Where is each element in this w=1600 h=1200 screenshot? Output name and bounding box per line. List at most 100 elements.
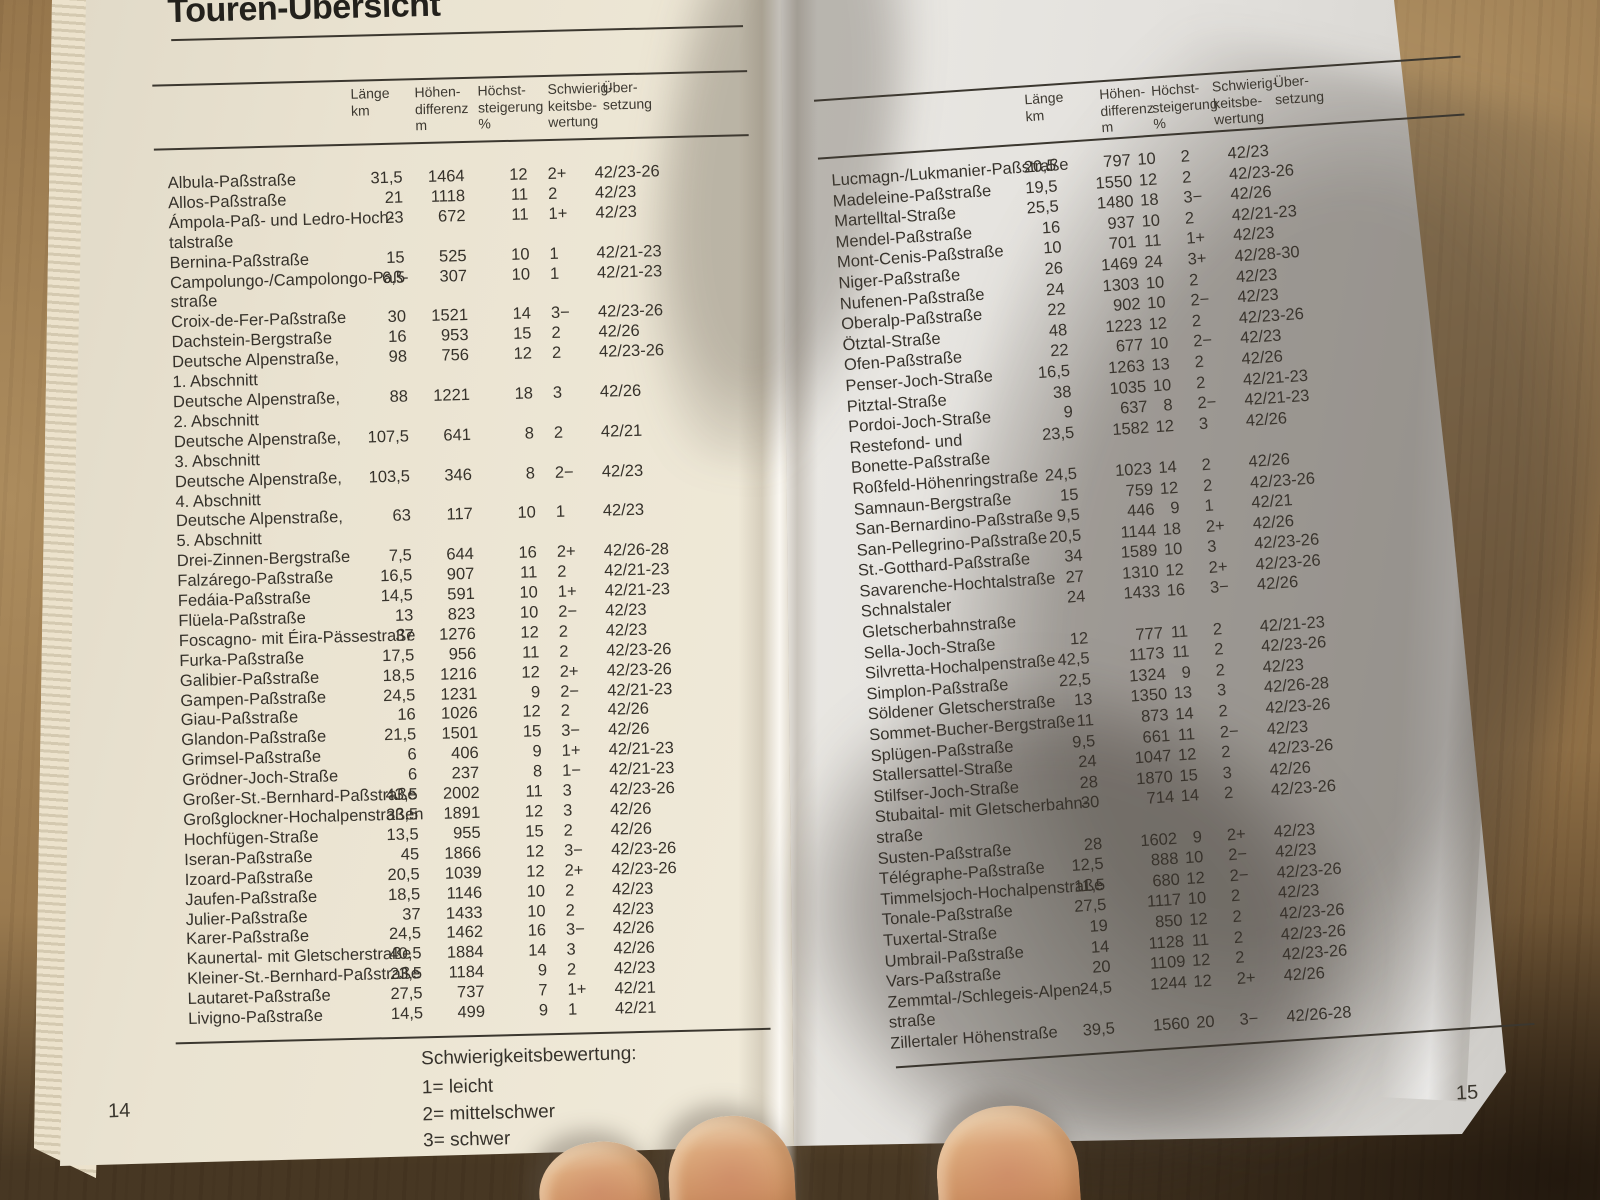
cell-hoehendifferenz-m: 1118 bbox=[430, 186, 466, 206]
cell-hoechststeigerung-pct: 11 bbox=[525, 782, 543, 801]
cell-hoehendifferenz-m: 591 bbox=[447, 584, 476, 604]
cell-hoehendifferenz-m: 237 bbox=[451, 764, 480, 783]
cell-hoechststeigerung-pct: 15 bbox=[512, 324, 532, 344]
page-right-content: Länge km Höhen- differenz m Höchst- stei… bbox=[808, 0, 1536, 1069]
page-left-content: Touren-Übersicht Länge km Höhen- differe… bbox=[95, 0, 788, 1163]
cell-hoehendifferenz-m: 1221 bbox=[433, 385, 471, 405]
cell-hoechststeigerung-pct: 12 bbox=[520, 623, 539, 642]
cell-hoehendifferenz-m: 117 bbox=[446, 505, 474, 524]
cell-hoechststeigerung-pct: 10 bbox=[510, 245, 530, 264]
cell-hoehendifferenz-m: 644 bbox=[446, 545, 475, 564]
cell-hoehendifferenz-m: 1216 bbox=[439, 664, 477, 684]
cell-hoechststeigerung-pct: 9 bbox=[538, 1001, 549, 1020]
cell-hoechststeigerung-pct: 10 bbox=[519, 583, 539, 602]
cell-hoehendifferenz-m: 953 bbox=[440, 326, 469, 345]
cell-hoehendifferenz-m: 823 bbox=[447, 604, 476, 624]
page-number-right: 15 bbox=[1455, 1081, 1479, 1105]
cell-hoechststeigerung-pct: 8 bbox=[532, 762, 543, 781]
book-spine bbox=[738, 0, 818, 1200]
cell-hoehendifferenz-m: 1039 bbox=[444, 863, 482, 883]
cell-uebersetzung: 42/26 bbox=[599, 381, 642, 401]
cell-hoechststeigerung-pct: 10 bbox=[526, 881, 546, 901]
cell-hoehendifferenz-m: 956 bbox=[448, 644, 477, 664]
cell-hoechststeigerung-pct: 16 bbox=[518, 543, 538, 563]
cell-hoehendifferenz-m: 1026 bbox=[440, 704, 478, 724]
cell-hoechststeigerung-pct: 7 bbox=[538, 981, 548, 1000]
cell-hoehendifferenz-m: 2002 bbox=[442, 783, 480, 803]
cell-hoechststeigerung-pct: 12 bbox=[1155, 416, 1175, 436]
tour-table-left: Albula-Paßstraße 31,5 1464 12 2+ 42/23-26 Allo… bbox=[167, 160, 778, 1030]
cell-hoehendifferenz-m: 1884 bbox=[446, 943, 484, 963]
cell-hoehendifferenz-m: 1462 bbox=[446, 923, 484, 943]
tour-table-right: Lucmagn-/Lukmanier-Paßstraße 20,5 797 10 2 42… bbox=[831, 127, 1530, 1054]
cell-hoechststeigerung-pct: 12 bbox=[509, 165, 528, 184]
header-hoehendifferenz: Höhen- differenz m bbox=[1098, 83, 1155, 136]
cell-uebersetzung: 42/23 bbox=[601, 461, 644, 481]
cell-hoehendifferenz-m: 1276 bbox=[438, 624, 477, 644]
cell-hoechststeigerung-pct: 10 bbox=[517, 503, 537, 523]
cell-hoehendifferenz-m: 525 bbox=[438, 246, 467, 266]
cell-hoechststeigerung-pct: 10 bbox=[527, 901, 546, 921]
cell-uebersetzung: 42/23 bbox=[595, 202, 638, 222]
cell-uebersetzung: 42/21-23 bbox=[596, 261, 663, 282]
cell-hoehendifferenz-m: 307 bbox=[439, 266, 468, 286]
cell-hoechststeigerung-pct: 12 bbox=[525, 842, 545, 861]
cell-uebersetzung: 42/21 bbox=[614, 998, 657, 1018]
cell-hoehendifferenz-m: 1184 bbox=[448, 963, 485, 982]
cell-hoechststeigerung-pct: 11 bbox=[519, 563, 538, 582]
cell-hoechststeigerung-pct: 9 bbox=[530, 682, 541, 702]
header-schwierigkeit: Schwierig- keitsbe- wertung bbox=[1211, 74, 1278, 128]
cell-hoechststeigerung-pct: 14 bbox=[527, 941, 547, 961]
header-uebersetzung: Über- setzung bbox=[1273, 72, 1325, 107]
cell-hoechststeigerung-pct: 11 bbox=[511, 205, 529, 224]
cell-hoehendifferenz-m: 641 bbox=[443, 425, 472, 445]
page-number-left: 14 bbox=[107, 1099, 131, 1123]
cell-hoehendifferenz-m: 1866 bbox=[444, 843, 482, 863]
cell-hoechststeigerung-pct: 20 bbox=[1195, 1012, 1216, 1032]
cell-hoehendifferenz-m: 346 bbox=[444, 465, 473, 485]
cell-hoechststeigerung-pct: 15 bbox=[525, 822, 544, 841]
cell-hoechststeigerung-pct: 8 bbox=[525, 463, 536, 483]
cell-hoehendifferenz-m: 672 bbox=[437, 206, 466, 226]
cell-hoechststeigerung-pct: 12 bbox=[524, 802, 544, 821]
cell-hoehendifferenz-m: 1501 bbox=[441, 724, 479, 744]
header-laenge: Länge km bbox=[350, 84, 390, 119]
cell-hoehendifferenz-m: 737 bbox=[456, 982, 485, 1002]
cell-hoechststeigerung-pct: 16 bbox=[527, 921, 547, 941]
cell-hoehendifferenz-m: 756 bbox=[441, 346, 470, 365]
header-laenge: Länge km bbox=[1023, 88, 1064, 124]
cell-hoechststeigerung-pct: 9 bbox=[532, 742, 542, 761]
cell-hoechststeigerung-pct: 12 bbox=[1192, 971, 1213, 991]
cell-hoechststeigerung-pct: 15 bbox=[522, 722, 542, 742]
cell-hoehendifferenz-m: 1433 bbox=[445, 903, 483, 923]
cell-hoehendifferenz-m: 1146 bbox=[446, 883, 483, 903]
cell-uebersetzung: 42/21 bbox=[600, 421, 643, 441]
cell-hoehendifferenz-m: 1891 bbox=[443, 803, 481, 823]
cell-hoechststeigerung-pct: 14 bbox=[1180, 786, 1200, 806]
header-hoechststeigerung: Höchst- steigerung % bbox=[1150, 79, 1219, 132]
cell-hoehendifferenz-m: 1464 bbox=[427, 167, 465, 186]
cell-hoehendifferenz-m: 955 bbox=[452, 823, 481, 843]
cell-hoechststeigerung-pct: 11 bbox=[521, 643, 540, 662]
cell-hoehendifferenz-m: 1521 bbox=[431, 306, 469, 326]
cell-hoechststeigerung-pct: 12 bbox=[526, 861, 545, 881]
header-uebersetzung: Über- setzung bbox=[602, 78, 653, 113]
cell-hoechststeigerung-pct: 18 bbox=[514, 384, 534, 403]
cell-hoechststeigerung-pct: 12 bbox=[522, 702, 541, 722]
cell-hoechststeigerung-pct: 10 bbox=[519, 603, 539, 622]
cell-hoechststeigerung-pct: 9 bbox=[537, 961, 548, 980]
cell-hoehendifferenz-m: 907 bbox=[446, 565, 475, 584]
header-hoehendifferenz: Höhen- differenz m bbox=[414, 83, 469, 134]
cell-hoehendifferenz-m: 1231 bbox=[440, 684, 478, 704]
cell-hoechststeigerung-pct: 12 bbox=[521, 662, 540, 682]
cell-hoechststeigerung-pct: 16 bbox=[1166, 581, 1186, 601]
cell-uebersetzung: 42/23-26 bbox=[598, 341, 665, 361]
cell-hoechststeigerung-pct: 8 bbox=[524, 424, 535, 443]
cell-hoechststeigerung-pct: 11 bbox=[510, 185, 529, 204]
cell-hoechststeigerung-pct: 10 bbox=[511, 264, 531, 284]
cell-hoehendifferenz-m: 499 bbox=[457, 1002, 486, 1022]
header-hoechststeigerung: Höchst- steigerung % bbox=[477, 81, 544, 132]
